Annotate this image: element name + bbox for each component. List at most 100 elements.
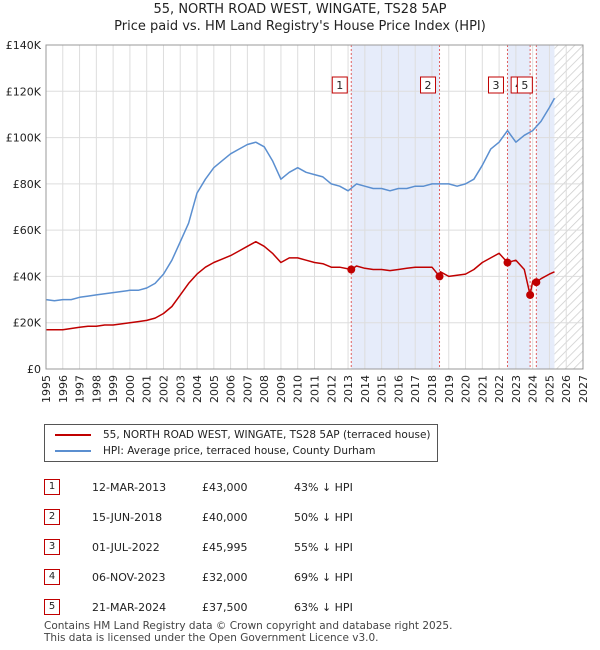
legend-swatch-property — [55, 434, 91, 436]
y-tick-label: £100K — [6, 132, 42, 145]
x-tick-label: 2026 — [560, 375, 573, 403]
legend-swatch-hpi — [55, 450, 91, 452]
legend-item-hpi: HPI: Average price, terraced house, Coun… — [55, 443, 375, 459]
chart-title: 55, NORTH ROAD WEST, WINGATE, TS28 5AP — [153, 2, 447, 17]
sale-2-marker-box — [420, 76, 437, 94]
hpi-line — [45, 97, 556, 302]
plot-frame — [45, 44, 584, 370]
price-chart: 12345 1995199619971998199920002001200220… — [6, 39, 590, 403]
x-tick-label: 2003 — [174, 375, 187, 403]
sale-hpi-diff: 69% ↓ HPI — [294, 570, 353, 584]
sale-date: 12-MAR-2013 — [92, 480, 167, 494]
x-tick-label: 2023 — [510, 375, 523, 403]
sale-4-point — [526, 290, 535, 299]
y-tick-label: £40K — [13, 270, 42, 283]
x-tick-label: 2009 — [275, 375, 288, 403]
x-tick-label: 2016 — [392, 375, 405, 403]
x-tick-label: 2022 — [493, 375, 506, 403]
sale-3-marker-label: 3 — [492, 79, 499, 92]
sale-number-badge: 2 — [44, 509, 60, 525]
table-row: 5 21-MAR-2024 £37,500 63% ↓ HPI — [44, 592, 404, 622]
y-tick-label: £20K — [13, 317, 42, 330]
property-price-line — [46, 240, 555, 331]
y-tick-label: £0 — [27, 363, 41, 376]
table-row: 1 12-MAR-2013 £43,000 43% ↓ HPI — [44, 472, 404, 502]
sale-number-badge: 1 — [44, 479, 60, 495]
table-row: 2 15-JUN-2018 £40,000 50% ↓ HPI — [44, 502, 404, 532]
x-tick-label: 2014 — [359, 375, 372, 403]
y-tick-label: £80K — [13, 178, 42, 191]
x-tick-label: 1996 — [57, 375, 70, 403]
forecast-hatch — [554, 45, 583, 369]
sale-price: £45,995 — [202, 540, 248, 554]
chart-subtitle: Price paid vs. HM Land Registry's House … — [114, 19, 486, 34]
x-tick-label: 2000 — [124, 375, 137, 403]
sale-hpi-diff: 63% ↓ HPI — [294, 600, 353, 614]
sale-date: 01-JUL-2022 — [92, 540, 160, 554]
sale-hpi-diff: 50% ↓ HPI — [294, 510, 353, 524]
sale-date: 15-JUN-2018 — [92, 510, 163, 524]
sale-2-marker-label: 2 — [425, 79, 432, 92]
x-tick-label: 2006 — [225, 375, 238, 403]
sale-1-marker-box — [331, 76, 348, 94]
footer-licence: This data is licensed under the Open Gov… — [44, 632, 379, 644]
table-row: 4 06-NOV-2023 £32,000 69% ↓ HPI — [44, 562, 404, 592]
x-tick-label: 1999 — [107, 375, 120, 403]
sale-1-point — [347, 265, 356, 274]
sale-period-shade — [507, 45, 531, 369]
x-tick-label: 2021 — [476, 375, 489, 403]
x-tick-label: 1997 — [74, 375, 87, 403]
sale-number-cell: 1 — [44, 472, 88, 502]
x-tick-label: 2004 — [191, 375, 204, 403]
footer: Contains HM Land Registry data © Crown c… — [44, 620, 452, 644]
sale-number-cell: 2 — [44, 502, 88, 532]
x-tick-label: 2024 — [527, 375, 540, 403]
x-tick-label: 2027 — [577, 375, 590, 403]
y-tick-label: £60K — [13, 224, 42, 237]
sale-date: 21-MAR-2024 — [92, 600, 167, 614]
legend-label-property: 55, NORTH ROAD WEST, WINGATE, TS28 5AP (… — [103, 429, 431, 441]
x-tick-label: 2011 — [309, 375, 322, 403]
sale-number-cell: 5 — [44, 592, 88, 622]
sale-number-cell: 4 — [44, 562, 88, 592]
sale-period-shade — [351, 45, 440, 369]
sale-3-point — [503, 258, 512, 267]
sale-number-badge: 4 — [44, 569, 60, 585]
x-tick-label: 2020 — [460, 375, 473, 403]
x-tick-label: 2007 — [241, 375, 254, 403]
x-tick-label: 1995 — [40, 375, 53, 403]
x-tick-label: 2012 — [325, 375, 338, 403]
sale-number-badge: 3 — [44, 539, 60, 555]
sale-5-marker-box — [516, 76, 533, 94]
legend-item-property: 55, NORTH ROAD WEST, WINGATE, TS28 5AP (… — [55, 427, 431, 443]
x-tick-label: 2019 — [443, 375, 456, 403]
x-tick-label: 1998 — [90, 375, 103, 403]
x-tick-label: 2005 — [208, 375, 221, 403]
sale-1-marker-label: 1 — [336, 79, 343, 92]
x-tick-label: 2025 — [543, 375, 556, 403]
sale-date: 06-NOV-2023 — [92, 570, 166, 584]
sale-price: £40,000 — [202, 510, 248, 524]
sale-number-cell: 3 — [44, 532, 88, 562]
legend-label-hpi: HPI: Average price, terraced house, Coun… — [103, 445, 376, 457]
sale-3-marker-box — [487, 76, 504, 94]
sale-hpi-diff: 43% ↓ HPI — [294, 480, 353, 494]
sale-hpi-diff: 55% ↓ HPI — [294, 540, 353, 554]
sale-price: £37,500 — [202, 600, 248, 614]
x-tick-label: 2017 — [409, 375, 422, 403]
sale-2-point — [435, 272, 444, 281]
sale-period-shade — [536, 45, 555, 369]
footer-copyright: Contains HM Land Registry data © Crown c… — [44, 620, 453, 632]
sales-table: 1 12-MAR-2013 £43,000 43% ↓ HPI 2 15-JUN-2018… — [44, 472, 404, 622]
x-tick-label: 2013 — [342, 375, 355, 403]
x-tick-label: 2001 — [141, 375, 154, 403]
chart-legend: 55, NORTH ROAD WEST, WINGATE, TS28 5AP (… — [44, 424, 438, 462]
y-tick-label: £140K — [6, 39, 42, 52]
sale-number-badge: 5 — [44, 599, 60, 615]
x-tick-label: 2008 — [258, 375, 271, 403]
sale-5-marker-label: 5 — [521, 79, 528, 92]
x-tick-label: 2010 — [292, 375, 305, 403]
x-tick-label: 2018 — [426, 375, 439, 403]
x-tick-label: 2002 — [157, 375, 170, 403]
y-tick-label: £120K — [6, 85, 42, 98]
